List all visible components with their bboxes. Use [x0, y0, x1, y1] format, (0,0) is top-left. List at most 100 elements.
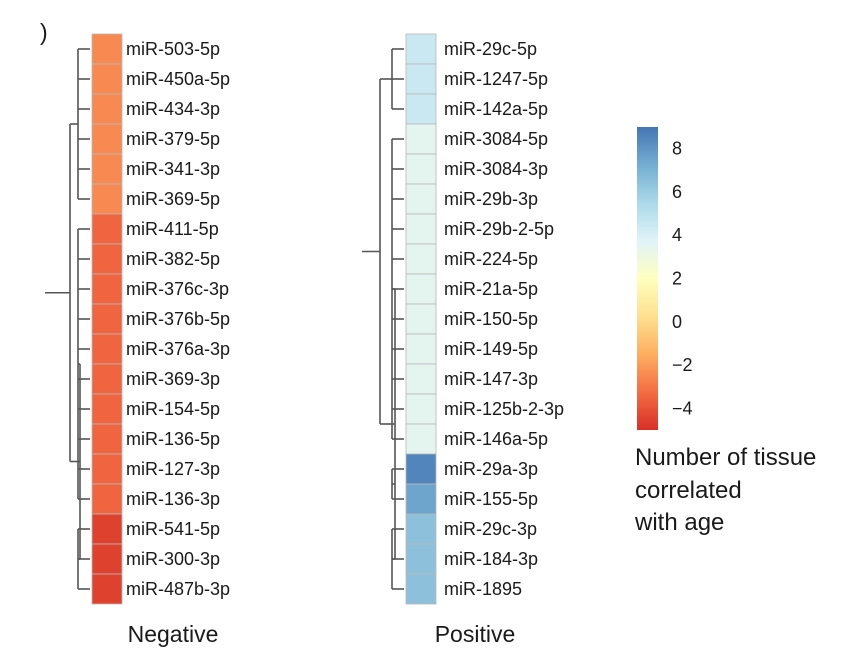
row-label: miR-150-5p: [444, 309, 538, 329]
heatmap-cell: [91, 63, 123, 95]
row-label: miR-29c-3p: [444, 519, 537, 539]
heatmap-cell: [91, 183, 123, 215]
row-label: miR-21a-5p: [444, 279, 538, 299]
heatmap-cell: [91, 363, 123, 395]
heatmap-cell: [91, 243, 123, 275]
row-label: miR-376a-3p: [126, 339, 230, 359]
negative-subtitle: Negative: [128, 621, 219, 647]
heatmap-cell: [405, 483, 437, 515]
row-label: miR-136-3p: [126, 489, 220, 509]
heatmap-cell: [405, 243, 437, 275]
heatmap-cell: [405, 423, 437, 455]
heatmap-cell: [91, 123, 123, 155]
colorbar-tick-label: 0: [672, 312, 682, 332]
row-label: miR-184-3p: [444, 549, 538, 569]
colorbar-tick-label: 8: [672, 139, 682, 159]
heatmap-cell: [405, 453, 437, 485]
positive-heatmap-cells: [405, 33, 437, 605]
positive-dendrogram: [362, 48, 404, 590]
row-label: miR-541-5p: [126, 519, 220, 539]
row-label: miR-411-5p: [126, 219, 219, 239]
heatmap-cell: [405, 123, 437, 155]
row-label: miR-503-5p: [126, 39, 220, 59]
row-label: miR-382-5p: [126, 249, 220, 269]
positive-subtitle: Positive: [435, 621, 516, 647]
heatmap-cell: [91, 513, 123, 545]
row-label: miR-142a-5p: [444, 99, 548, 119]
heatmap-cell: [405, 273, 437, 305]
row-label: miR-3084-5p: [444, 129, 548, 149]
row-label: miR-369-3p: [126, 369, 220, 389]
heatmap-cell: [405, 333, 437, 365]
row-label: miR-376b-5p: [126, 309, 230, 329]
row-label: miR-29b-3p: [444, 189, 538, 209]
colorbar-tick-label: −2: [672, 355, 693, 375]
row-label: miR-434-3p: [126, 99, 220, 119]
heatmap-cell: [405, 63, 437, 95]
row-label: miR-149-5p: [444, 339, 538, 359]
colorbar-legend: 8 6 4 2 0 −2 −4 Number of tissue correlated wi…: [634, 127, 816, 536]
negative-dendrogram: [45, 48, 90, 590]
heatmap-cell: [91, 573, 123, 605]
heatmap-cell: [91, 333, 123, 365]
row-label: miR-450a-5p: [126, 69, 230, 89]
heatmap-cell: [405, 183, 437, 215]
row-label: miR-376c-3p: [126, 279, 229, 299]
row-label: miR-379-5p: [126, 129, 220, 149]
heatmap-cell: [91, 393, 123, 425]
colorbar-tick-label: 4: [672, 225, 682, 245]
negative-heatmap-panel: miR-503-5p miR-450a-5p miR-434-3p miR-379-5…: [45, 33, 230, 647]
heatmap-cell: [405, 543, 437, 575]
positive-heatmap-panel: miR-29c-5p miR-1247-5p miR-142a-5p miR-3084…: [362, 33, 564, 647]
heatmap-cell: [405, 363, 437, 395]
row-label: miR-136-5p: [126, 429, 220, 449]
heatmap-cell: [91, 543, 123, 575]
heatmap-cell: [91, 93, 123, 125]
heatmap-cell: [91, 453, 123, 485]
row-label: miR-154-5p: [126, 399, 220, 419]
colorbar-gradient: [637, 127, 658, 430]
row-label: miR-224-5p: [444, 249, 538, 269]
positive-row-labels: miR-29c-5p miR-1247-5p miR-142a-5p miR-3084…: [444, 39, 564, 599]
heatmap-cell: [405, 213, 437, 245]
heatmap-cell: [91, 483, 123, 515]
row-label: miR-487b-3p: [126, 579, 230, 599]
row-label: miR-369-5p: [126, 189, 220, 209]
heatmap-cell: [405, 93, 437, 125]
colorbar-tick-label: −4: [672, 398, 693, 418]
row-label: miR-147-3p: [444, 369, 538, 389]
colorbar-title-line-1: Number of tissue: [635, 444, 816, 471]
row-label: miR-341-3p: [126, 159, 220, 179]
heatmap-cell: [91, 33, 123, 65]
heatmap-cell: [405, 513, 437, 545]
heatmap-cell: [91, 273, 123, 305]
panel-mark: ): [40, 19, 48, 45]
heatmap-cell: [405, 573, 437, 605]
heatmap-cell: [91, 213, 123, 245]
heatmap-cell: [405, 33, 437, 65]
colorbar-tick-label: 6: [672, 182, 682, 202]
colorbar-title-line-2: correlated: [635, 477, 742, 504]
heatmap-cell: [91, 303, 123, 335]
row-label: miR-29c-5p: [444, 39, 537, 59]
row-label: miR-3084-3p: [444, 159, 548, 179]
row-label: miR-125b-2-3p: [444, 399, 564, 419]
heatmap-cell: [405, 393, 437, 425]
heatmap-cell: [91, 423, 123, 455]
row-label: miR-146a-5p: [444, 429, 548, 449]
row-label: miR-1247-5p: [444, 69, 548, 89]
heatmap-cell: [405, 303, 437, 335]
heatmap-cell: [91, 153, 123, 185]
colorbar-tick-label: 2: [672, 269, 682, 289]
row-label: miR-127-3p: [126, 459, 220, 479]
row-label: miR-155-5p: [444, 489, 538, 509]
colorbar-ticks: 8 6 4 2 0 −2 −4: [672, 139, 693, 419]
row-label: miR-29a-3p: [444, 459, 538, 479]
colorbar-title-line-3: with age: [634, 509, 724, 536]
row-label: miR-29b-2-5p: [444, 219, 554, 239]
row-label: miR-1895: [444, 579, 522, 599]
heatmap-cell: [405, 153, 437, 185]
negative-heatmap-cells: [91, 33, 123, 605]
row-label: miR-300-3p: [126, 549, 220, 569]
